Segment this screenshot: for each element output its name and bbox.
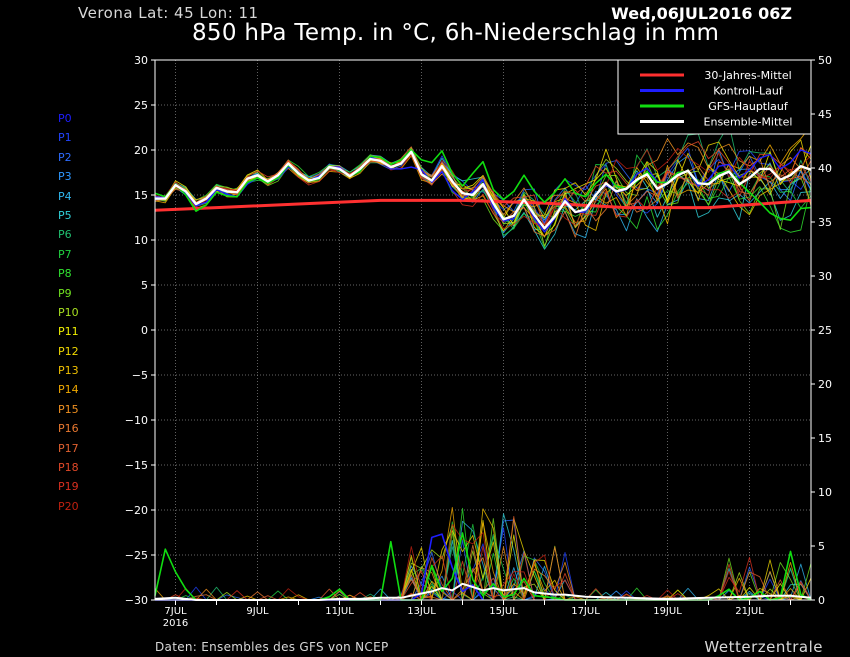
x-tick-label: 19JUL	[653, 606, 682, 617]
member-precip-line	[155, 544, 812, 601]
x-tick-sublabel: 2016	[163, 618, 188, 629]
right-tick-label: 50	[818, 54, 832, 67]
member-label: P18	[58, 461, 79, 475]
member-precip-line	[155, 513, 812, 601]
member-temp-line	[154, 141, 812, 229]
left-tick-label: −30	[125, 594, 148, 607]
member-precip-line	[155, 524, 811, 601]
location-label: Verona Lat: 45 Lon: 11	[78, 4, 259, 22]
ensemble-mean-line	[155, 150, 812, 230]
right-tick-label: 15	[818, 432, 832, 445]
right-axis: 0 5 10 15 20 25 30 35 40 45 50	[811, 54, 832, 607]
left-tick-label: 5	[141, 279, 148, 292]
plot-frame	[154, 59, 812, 601]
member-label: P5	[58, 208, 72, 222]
member-label: P19	[58, 480, 79, 494]
member-label: P15	[58, 402, 79, 416]
member-label: P3	[58, 170, 72, 184]
brand-label: Wetterzentrale	[704, 638, 823, 656]
x-tick-label: 17JUL	[571, 606, 600, 617]
member-label: P4	[58, 189, 72, 203]
left-tick-label: −25	[125, 549, 148, 562]
member-temp-line	[154, 147, 812, 232]
left-axis: −30 −25 −20 −15 −10 −5 0 5 10 15 20 25 30	[125, 54, 155, 607]
member-legend: P0 P1 P2 P3 P4 P5 P6 P7 P8 P9 P10 P11 P12 P13 P14 P15 P1…	[58, 109, 79, 516]
legend-label: 30-Jahres-Mittel	[704, 69, 791, 82]
right-tick-label: 0	[818, 594, 825, 607]
right-tick-label: 10	[818, 486, 832, 499]
right-tick-label: 25	[818, 324, 832, 337]
x-tick-label: 13JUL	[407, 606, 436, 617]
member-label: P6	[58, 228, 72, 242]
member-label: P2	[58, 150, 72, 164]
member-label: P0	[58, 112, 72, 125]
left-tick-label: −10	[125, 414, 148, 427]
member-label: P1	[58, 131, 72, 145]
member-lines	[154, 123, 812, 601]
left-tick-label: 25	[134, 99, 148, 112]
legend-label: GFS-Hauptlauf	[708, 100, 789, 113]
climate-mean-line	[154, 198, 812, 212]
right-tick-label: 40	[818, 162, 832, 175]
member-label: P8	[58, 267, 72, 281]
left-tick-label: 30	[134, 54, 148, 67]
main-series	[154, 149, 812, 601]
member-label: P17	[58, 441, 79, 455]
member-label: P13	[58, 364, 79, 378]
right-tick-label: 45	[818, 108, 832, 121]
x-tick-label: 9JUL	[246, 606, 269, 617]
left-tick-label: 10	[134, 234, 148, 247]
member-precip-line	[155, 524, 811, 601]
member-precip-line	[155, 519, 811, 601]
left-tick-label: −20	[125, 504, 148, 517]
member-label: P11	[58, 325, 79, 339]
member-label: P7	[58, 247, 72, 261]
chart-legend: 30-Jahres-Mittel Kontroll-Lauf GFS-Hauptla…	[617, 59, 812, 135]
left-tick-label: 20	[134, 144, 148, 157]
member-label: P16	[58, 422, 79, 436]
left-tick-label: 0	[141, 324, 148, 337]
legend-label: Kontroll-Lauf	[713, 85, 784, 98]
legend-label: Ensemble-Mittel	[704, 116, 793, 129]
right-tick-label: 35	[818, 216, 832, 229]
member-label: P10	[58, 305, 79, 319]
x-tick-label: 11JUL	[325, 606, 354, 617]
control-precip-line	[155, 533, 484, 601]
x-tick-label: 21JUL	[735, 606, 764, 617]
left-tick-label: 15	[134, 189, 148, 202]
chart-title: 850 hPa Temp. in °C, 6h-Niederschlag in …	[192, 20, 720, 46]
run-date: Wed,06JUL2016 06Z	[611, 4, 792, 23]
right-tick-label: 5	[818, 540, 825, 553]
x-tick-label: 7JUL	[164, 606, 187, 617]
member-label: P9	[58, 286, 72, 300]
member-label: P12	[58, 344, 79, 358]
right-tick-label: 20	[818, 378, 832, 391]
left-tick-label: −5	[132, 369, 148, 382]
right-tick-label: 30	[818, 270, 832, 283]
x-tick-label: 15JUL	[489, 606, 518, 617]
left-tick-label: −15	[125, 459, 148, 472]
member-label: P14	[58, 383, 79, 397]
member-label: P20	[58, 499, 79, 513]
grid-lines	[155, 60, 811, 600]
data-credit: Daten: Ensembles des GFS von NCEP	[155, 640, 389, 654]
